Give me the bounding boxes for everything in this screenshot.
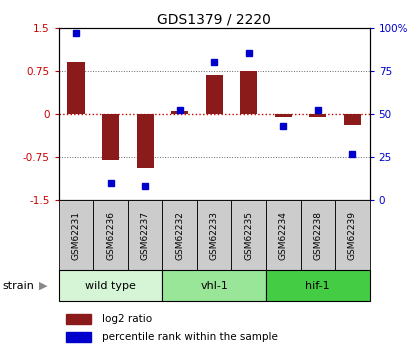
Bar <box>335 200 370 271</box>
Text: GSM62238: GSM62238 <box>313 211 322 260</box>
Bar <box>66 314 91 324</box>
Bar <box>275 114 292 117</box>
Title: GDS1379 / 2220: GDS1379 / 2220 <box>157 12 271 27</box>
Bar <box>163 200 197 271</box>
Bar <box>266 270 370 301</box>
Text: hif-1: hif-1 <box>305 281 330 290</box>
Bar <box>136 114 154 168</box>
Bar <box>266 200 301 271</box>
Text: GSM62232: GSM62232 <box>175 211 184 260</box>
Bar <box>231 200 266 271</box>
Bar <box>66 332 91 342</box>
Text: percentile rank within the sample: percentile rank within the sample <box>102 332 278 342</box>
Bar <box>59 270 163 301</box>
Bar <box>344 114 361 125</box>
Text: ▶: ▶ <box>39 281 47 290</box>
Text: GSM62235: GSM62235 <box>244 211 253 260</box>
Text: GSM62236: GSM62236 <box>106 211 115 260</box>
Bar <box>68 62 85 114</box>
Text: wild type: wild type <box>85 281 136 290</box>
Bar <box>240 71 257 114</box>
Text: GSM62233: GSM62233 <box>210 211 219 260</box>
Bar <box>205 75 223 114</box>
Text: GSM62237: GSM62237 <box>141 211 150 260</box>
Bar <box>93 200 128 271</box>
Bar <box>309 114 326 117</box>
Text: GSM62234: GSM62234 <box>279 211 288 260</box>
Text: vhl-1: vhl-1 <box>200 281 228 290</box>
Text: GSM62239: GSM62239 <box>348 211 357 260</box>
Bar <box>59 200 93 271</box>
Bar <box>197 200 231 271</box>
Bar <box>128 200 163 271</box>
Bar <box>102 114 119 160</box>
Text: strain: strain <box>2 281 34 290</box>
Bar <box>301 200 335 271</box>
Text: log2 ratio: log2 ratio <box>102 314 152 324</box>
Text: GSM62231: GSM62231 <box>71 211 81 260</box>
Bar <box>163 270 266 301</box>
Bar <box>171 111 188 114</box>
